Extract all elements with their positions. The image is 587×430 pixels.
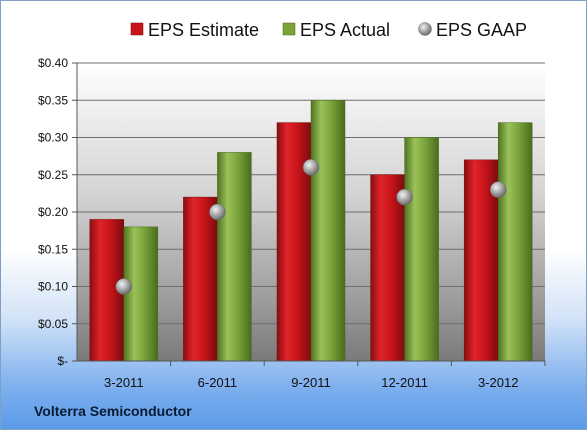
x-tick-label: 3-2011 (104, 375, 144, 390)
legend-eps-estimate-label: EPS Estimate (148, 20, 259, 40)
legend-eps-actual-swatch (282, 22, 296, 36)
legend-eps-estimate-swatch (130, 22, 144, 36)
marker-eps-gaap-3-2012 (489, 181, 507, 198)
bar-eps-estimate-12-2011 (370, 174, 405, 362)
legend-eps-gaap-label: EPS GAAP (436, 20, 527, 40)
bar-eps-estimate-6-2011 (183, 196, 218, 362)
bar-eps-actual-12-2011 (404, 137, 439, 362)
y-tick-label: $0.40 (38, 56, 68, 70)
axes: $- $0.05 $0.10 $0.15 $0.20 $0.25 $0.30 $0.35 $0.… (38, 56, 546, 390)
x-tick-label: 6-2011 (198, 375, 238, 390)
legend: EPS Estimate EPS Actual EPS GAAP (130, 20, 527, 40)
legend-eps-gaap-swatch (418, 22, 432, 36)
y-tick-label: $0.35 (38, 93, 68, 107)
y-tick-label: $0.30 (38, 131, 68, 145)
x-tick-label: 3-2012 (478, 375, 518, 390)
bars (89, 100, 533, 362)
y-tick-label: $- (57, 354, 68, 368)
x-tick-label: 12-2011 (381, 375, 428, 390)
bar-eps-estimate-9-2011 (276, 122, 312, 362)
marker-eps-gaap-3-2011 (115, 278, 133, 295)
marker-eps-gaap-6-2011 (209, 203, 226, 221)
y-tick-label: $0.10 (38, 280, 68, 294)
marker-eps-gaap-12-2011 (396, 188, 413, 206)
bar-eps-actual-3-2011 (123, 226, 159, 362)
bar-eps-actual-9-2011 (310, 100, 346, 362)
y-tick-label: $0.25 (38, 168, 68, 182)
marker-eps-gaap-9-2011 (302, 159, 320, 176)
x-tick-label: 9-2011 (291, 375, 331, 390)
company-name: Volterra Semiconductor (34, 403, 192, 419)
bar-eps-actual-6-2011 (217, 152, 252, 362)
gaap-markers (115, 159, 507, 295)
y-tick-label: $0.15 (38, 242, 68, 256)
y-tick-label: $0.20 (38, 205, 68, 219)
legend-eps-actual-label: EPS Actual (300, 20, 390, 40)
y-tick-label: $0.05 (38, 317, 68, 331)
bar-eps-actual-3-2012 (497, 122, 533, 362)
